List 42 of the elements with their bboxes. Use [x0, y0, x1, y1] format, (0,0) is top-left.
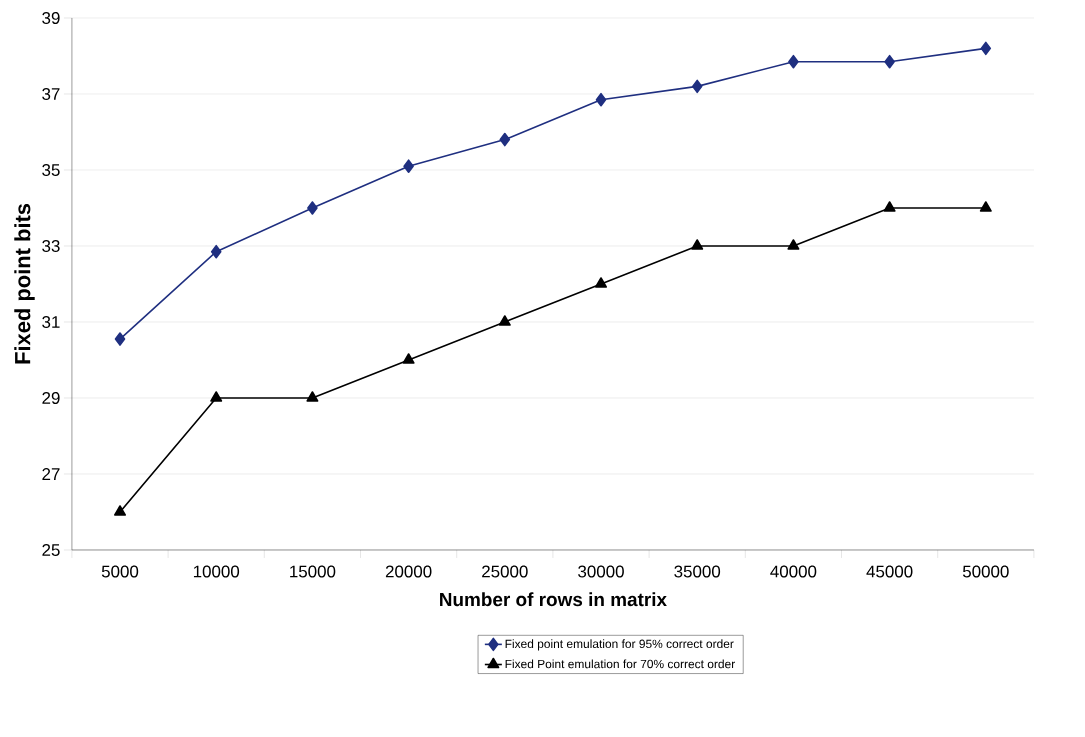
x-tick-label: 15000: [290, 565, 336, 578]
y-tick-label: 37: [42, 87, 60, 100]
x-tick-label: 30000: [578, 565, 624, 578]
point: [402, 353, 415, 364]
x-axis-title: Number of rows in matrix: [440, 592, 667, 607]
point: [884, 54, 895, 69]
point: [980, 41, 992, 56]
point: [595, 277, 608, 288]
y-tick-label: 25: [42, 543, 60, 556]
x-tick-label: 20000: [385, 565, 432, 578]
point: [306, 391, 319, 402]
point: [498, 315, 511, 326]
point: [788, 54, 799, 69]
legend-label: Fixed point emulation for 95% correct order: [505, 639, 734, 651]
y-tick-label: 39: [42, 11, 60, 24]
x-tick-label: 10000: [193, 565, 240, 578]
x-tick-label: 5000: [101, 565, 139, 578]
point: [691, 239, 704, 250]
point: [403, 159, 414, 173]
y-tick-label: 27: [42, 468, 60, 480]
x-tick-label: 25000: [482, 565, 528, 578]
legend-label: Fixed Point emulation for 70% correct order: [505, 659, 735, 669]
y-tick-label: 35: [42, 163, 60, 176]
point: [307, 201, 318, 215]
point: [210, 244, 222, 259]
x-tick-label: 35000: [674, 565, 721, 578]
y-tick-label: 33: [42, 239, 60, 252]
point: [114, 332, 126, 346]
x-tick-label: 40000: [770, 565, 817, 578]
y-tick-label: 31: [42, 315, 60, 328]
point: [883, 201, 896, 212]
y-axis-title: Fixed point bits: [14, 203, 35, 364]
point: [787, 239, 800, 250]
point: [691, 79, 703, 94]
x-tick-label: 50000: [962, 565, 1009, 578]
y-tick-label: 29: [42, 391, 60, 404]
point: [979, 201, 992, 212]
point: [595, 92, 607, 107]
x-tick-label: 45000: [866, 565, 913, 578]
point: [114, 505, 126, 516]
point: [210, 391, 223, 402]
point: [499, 132, 511, 147]
